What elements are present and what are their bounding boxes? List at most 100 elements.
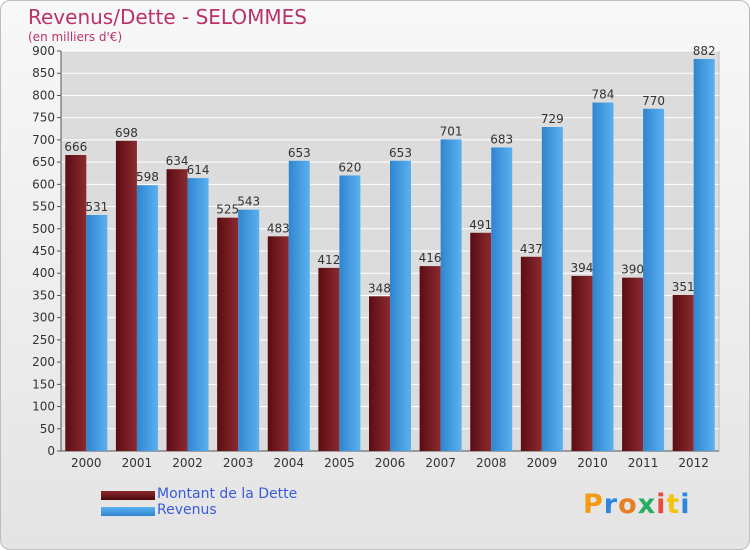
bar-dette (166, 169, 188, 451)
proxiti-logo: Proxiti (583, 489, 691, 520)
y-tick-label: 200 (32, 355, 55, 369)
bar-revenus (541, 127, 563, 451)
y-tick-label: 900 (32, 44, 55, 58)
bar-revenus (339, 175, 361, 451)
value-label-revenus: 620 (338, 160, 361, 174)
bar-revenus (136, 185, 158, 451)
bar-dette (622, 277, 644, 451)
value-label-revenus: 531 (85, 200, 108, 214)
logo-letter: x (637, 489, 657, 520)
bar-revenus (592, 102, 614, 452)
x-tick-label: 2005 (324, 456, 355, 470)
logo-letter: t (666, 489, 681, 520)
x-tick-label: 2011 (628, 456, 659, 470)
y-tick-label: 50 (40, 422, 55, 436)
bar-revenus (390, 160, 411, 451)
value-label-dette: 698 (115, 126, 138, 140)
bar-dette (470, 232, 492, 451)
legend-label-dette: Montant de la Dette (157, 486, 298, 502)
value-label-dette: 412 (317, 253, 340, 267)
bar-dette (672, 295, 694, 451)
value-label-dette: 666 (64, 140, 87, 154)
y-tick-label: 600 (32, 177, 55, 191)
value-label-revenus: 614 (187, 163, 210, 177)
bar-dette (520, 256, 542, 451)
bar-revenus (643, 108, 665, 452)
value-label-revenus: 882 (693, 44, 716, 58)
value-label-dette: 491 (469, 218, 492, 232)
value-label-dette: 634 (166, 154, 189, 168)
y-tick-label: 100 (32, 400, 55, 414)
logo-letter: o (618, 489, 638, 520)
y-tick-label: 500 (32, 222, 55, 236)
y-tick-label: 250 (32, 333, 55, 347)
y-tick-label: 700 (32, 133, 55, 147)
y-tick-label: 300 (32, 311, 55, 325)
chart-title: Revenus/Dette - SELOMMES (28, 5, 307, 29)
y-tick-label: 850 (32, 66, 55, 80)
value-label-dette: 394 (571, 261, 594, 275)
y-tick-label: 650 (32, 155, 55, 169)
value-label-revenus: 598 (136, 170, 159, 184)
bar-revenus (440, 139, 462, 451)
value-label-dette: 348 (368, 281, 391, 295)
y-tick-label: 400 (32, 266, 55, 280)
x-tick-label: 2012 (678, 456, 709, 470)
x-tick-label: 2010 (577, 456, 608, 470)
logo-letter: i (656, 489, 667, 520)
x-tick-label: 2000 (71, 456, 102, 470)
x-tick-label: 2002 (172, 456, 203, 470)
value-label-dette: 390 (621, 263, 644, 277)
x-tick-label: 2009 (527, 456, 558, 470)
bar-dette (267, 236, 289, 451)
bar-dette (115, 140, 137, 451)
x-tick-label: 2008 (476, 456, 507, 470)
bar-dette (419, 266, 441, 451)
y-tick-label: 350 (32, 288, 55, 302)
bar-revenus (238, 209, 260, 451)
y-tick-label: 150 (32, 377, 55, 391)
bar-dette (217, 217, 239, 451)
bar-dette (65, 155, 87, 451)
bar-revenus (491, 147, 513, 451)
value-label-dette: 351 (672, 280, 695, 294)
bar-revenus (693, 59, 715, 451)
value-label-dette: 437 (520, 242, 543, 256)
x-tick-label: 2006 (375, 456, 406, 470)
value-label-revenus: 701 (440, 124, 463, 138)
y-tick-label: 450 (32, 244, 55, 258)
y-tick-label: 750 (32, 111, 55, 125)
value-label-revenus: 770 (642, 94, 665, 108)
legend-swatch-revenus (101, 507, 155, 516)
value-label-revenus: 729 (541, 112, 564, 126)
bar-revenus (288, 160, 310, 451)
x-tick-label: 2003 (223, 456, 254, 470)
x-tick-label: 2004 (273, 456, 304, 470)
value-label-dette: 525 (216, 203, 239, 217)
value-label-revenus: 784 (592, 88, 615, 102)
legend-label-revenus: Revenus (157, 502, 217, 518)
y-tick-label: 550 (32, 200, 55, 214)
bar-revenus (86, 215, 108, 451)
bar-dette (369, 296, 390, 451)
value-label-revenus: 653 (288, 146, 311, 160)
chart-subtitle: (en milliers d'€) (28, 30, 123, 44)
value-label-revenus: 543 (237, 195, 260, 209)
value-label-dette: 483 (267, 221, 290, 235)
y-tick-label: 0 (47, 444, 55, 458)
bar-revenus (187, 178, 209, 451)
bar-dette (318, 267, 340, 451)
y-tick-label: 800 (32, 88, 55, 102)
logo-letter: P (583, 489, 604, 520)
value-label-revenus: 653 (389, 146, 412, 160)
bar-dette (571, 275, 593, 451)
value-label-dette: 416 (419, 251, 442, 265)
x-tick-label: 2007 (425, 456, 456, 470)
logo-letter: i (680, 489, 691, 520)
logo-letter: r (603, 489, 619, 520)
value-label-revenus: 683 (490, 132, 513, 146)
legend-swatch-dette (101, 491, 155, 500)
x-tick-label: 2001 (122, 456, 153, 470)
